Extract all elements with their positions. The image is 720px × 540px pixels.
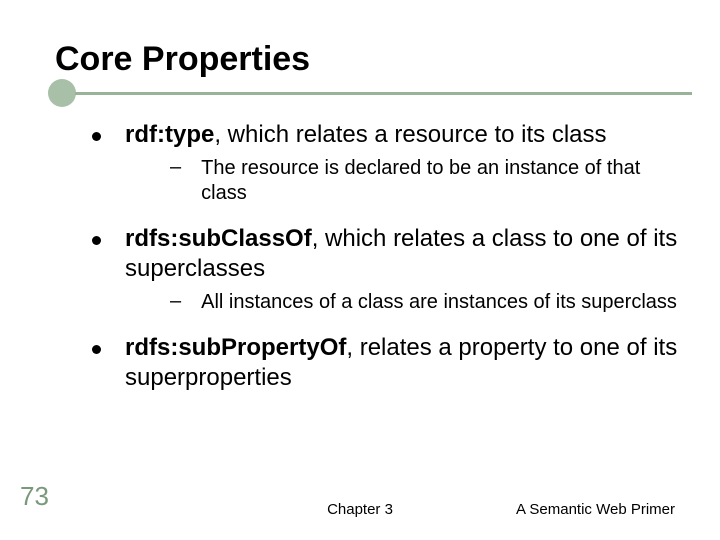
sub-bullet-text: All instances of a class are instances o…	[201, 290, 677, 315]
dash-icon: –	[170, 156, 181, 179]
bullet-text: rdfs:subClassOf, which relates a class t…	[125, 224, 680, 284]
bullet-dot-icon	[92, 345, 101, 354]
bullet-item: rdfs:subPropertyOf, relates a property t…	[70, 333, 680, 393]
content-area: rdf:type, which relates a resource to it…	[70, 120, 680, 399]
bullet-dot-icon	[92, 236, 101, 245]
term: rdf:type	[125, 121, 214, 148]
dash-icon: –	[170, 290, 181, 313]
bullet-dot-icon	[92, 132, 101, 141]
bullet-text: rdfs:subPropertyOf, relates a property t…	[125, 333, 680, 393]
sub-bullet-text: The resource is declared to be an instan…	[201, 156, 680, 206]
title-underline	[75, 92, 692, 95]
term: rdfs:subClassOf	[125, 225, 312, 252]
sub-bullet-item: – All instances of a class are instances…	[70, 290, 680, 315]
bullet-text: rdf:type, which relates a resource to it…	[125, 120, 607, 150]
decorative-accent-circle	[48, 79, 76, 107]
title-region: Core Properties	[55, 40, 680, 79]
bullet-item: rdf:type, which relates a resource to it…	[70, 120, 680, 150]
footer-book-title: A Semantic Web Primer	[516, 501, 675, 518]
sub-bullet-item: – The resource is declared to be an inst…	[70, 156, 680, 206]
bullet-item: rdfs:subClassOf, which relates a class t…	[70, 224, 680, 284]
desc: , which relates a resource to its class	[214, 121, 606, 148]
term: rdfs:subPropertyOf	[125, 334, 346, 361]
slide-title: Core Properties	[55, 40, 680, 79]
